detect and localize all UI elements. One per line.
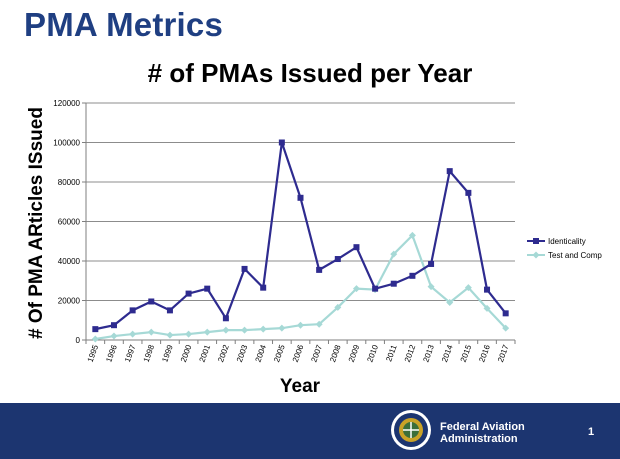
x-tick-label: 2009: [347, 343, 362, 363]
data-point: [222, 315, 229, 322]
x-axis-label: Year: [280, 376, 321, 397]
legend-swatch-marker: [533, 238, 539, 244]
data-point: [483, 304, 491, 312]
x-tick-label: 1995: [86, 343, 101, 363]
series: [91, 139, 510, 343]
legend-swatch-marker: [532, 251, 540, 259]
series-line: [95, 142, 507, 331]
faa-seal-logo: [391, 410, 431, 450]
x-tick-label: 2011: [384, 343, 399, 363]
x-tick-label: 2003: [235, 343, 250, 363]
data-point: [297, 321, 304, 329]
x-tick-label: 1997: [123, 343, 138, 363]
x-tick-label: 2005: [272, 343, 287, 363]
axes: [82, 102, 516, 344]
data-point: [204, 285, 211, 292]
page-number: 1: [588, 426, 595, 438]
data-point: [390, 280, 397, 287]
legend: Identicality Test and Comp: [527, 237, 602, 260]
data-point: [315, 320, 323, 328]
data-point: [92, 326, 99, 333]
data-point: [110, 332, 118, 340]
x-tick-label: 1996: [104, 343, 119, 363]
data-point: [278, 139, 285, 146]
legend-entry: Identicality: [548, 237, 586, 246]
data-point: [316, 266, 323, 273]
x-tick-label: 2013: [421, 343, 436, 363]
data-point: [147, 328, 155, 336]
data-point: [353, 244, 360, 251]
data-point: [427, 283, 435, 291]
y-tick-label: 40000: [58, 257, 81, 266]
data-point: [91, 335, 99, 343]
y-axis-label: # Of PMA ARticles ISsued: [26, 107, 47, 339]
data-point: [148, 298, 155, 305]
chart-title: # of PMAs Issued per Year: [147, 58, 473, 88]
data-point: [185, 330, 193, 338]
data-point: [259, 325, 267, 333]
footer-agency-name: Federal Aviation Administration: [440, 421, 525, 445]
data-point: [446, 168, 453, 175]
data-point: [203, 328, 211, 336]
data-point: [241, 265, 248, 272]
data-point: [465, 189, 472, 196]
data-point: [446, 298, 454, 306]
grid-lines: [86, 102, 515, 301]
data-point: [129, 307, 136, 314]
footer-agency-line1: Federal Aviation: [440, 421, 525, 433]
data-point: [334, 256, 341, 263]
x-tick-label: 1998: [142, 343, 157, 363]
x-tick-label: 2006: [291, 343, 306, 363]
x-tick-label: 2001: [198, 343, 213, 363]
x-tick-label: 2017: [496, 343, 511, 363]
x-tick-label: 2012: [403, 343, 418, 363]
data-point: [352, 285, 360, 293]
footer-bar: [0, 403, 620, 459]
data-point: [464, 284, 472, 292]
x-tick-label: 2002: [216, 343, 231, 363]
slide-title: PMA Metrics: [24, 6, 224, 43]
data-point: [222, 326, 230, 334]
y-tick-labels: 0 20000 40000 60000 80000 100000 120000: [53, 99, 80, 345]
y-tick-label: 20000: [58, 297, 81, 306]
data-point: [297, 194, 304, 201]
data-point: [409, 272, 416, 279]
data-point: [428, 260, 435, 267]
x-tick-label: 2016: [477, 343, 492, 363]
data-point: [390, 250, 398, 258]
data-point: [241, 326, 249, 334]
data-point: [166, 307, 173, 314]
data-point: [334, 303, 342, 311]
y-tick-label: 60000: [58, 218, 81, 227]
y-tick-label: 100000: [53, 139, 80, 148]
x-tick-label: 2000: [179, 343, 194, 363]
y-tick-label: 80000: [58, 178, 81, 187]
x-tick-label: 1999: [160, 343, 175, 363]
data-point: [260, 284, 267, 291]
data-point: [502, 310, 509, 317]
data-point: [502, 324, 510, 332]
x-tick-label: 2008: [328, 343, 343, 363]
data-point: [408, 231, 416, 239]
x-tick-label: 2014: [440, 343, 455, 363]
x-tick-label: 2004: [254, 343, 269, 363]
data-point: [166, 331, 174, 339]
x-tick-label: 2010: [365, 343, 380, 363]
data-point: [484, 286, 491, 293]
data-point: [129, 330, 137, 338]
y-tick-label: 0: [76, 336, 81, 345]
data-point: [185, 290, 192, 297]
x-tick-label: 2007: [309, 343, 324, 363]
x-tick-label: 2015: [459, 343, 474, 363]
x-tick-labels: 1995 1996 1997 1998 1999 2000 2001 2002 2003 2004…: [86, 343, 511, 363]
data-point: [278, 324, 286, 332]
footer-agency-line2: Administration: [440, 433, 518, 445]
data-point: [110, 322, 117, 329]
y-tick-label: 120000: [53, 99, 80, 108]
legend-entry: Test and Comp: [548, 251, 602, 260]
data-point: [372, 285, 379, 292]
